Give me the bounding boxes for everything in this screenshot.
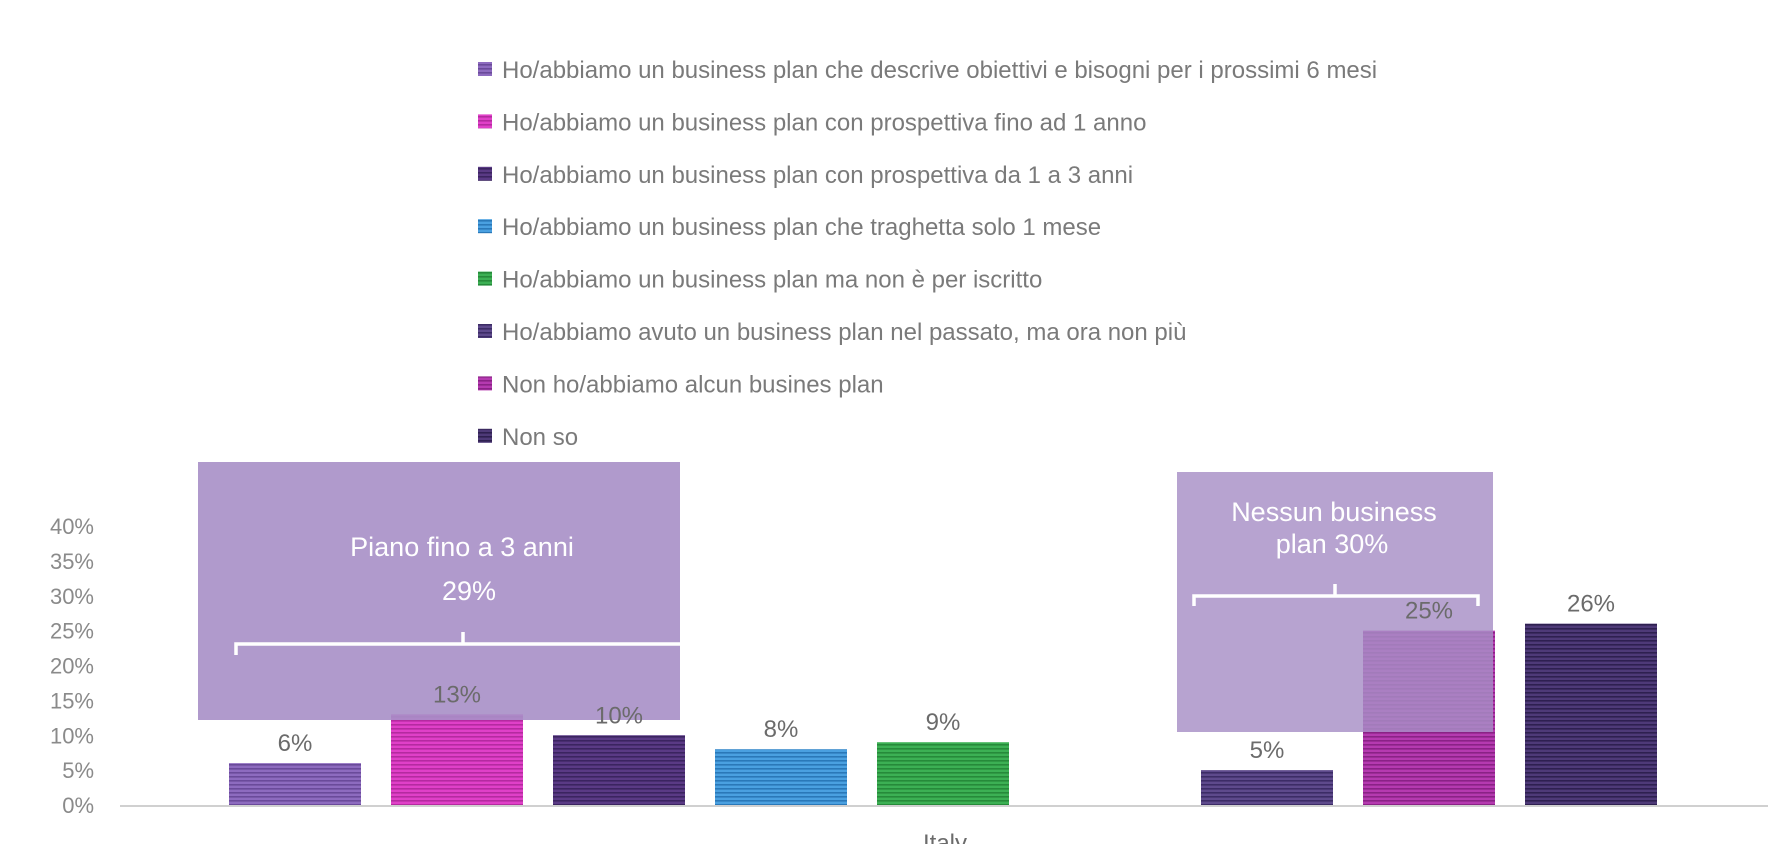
y-tick-label: 15% (50, 688, 94, 713)
y-tick-label: 30% (50, 584, 94, 609)
legend-swatch (478, 271, 492, 286)
y-axis: 0% 5% 10% 15% 20% 25% 30% 35% 40% (50, 514, 94, 818)
legend-item: Non ho/abbiamo alcun busines plan (478, 371, 884, 398)
bar (877, 742, 1009, 805)
bar (1525, 623, 1657, 805)
y-tick: 10% (50, 723, 94, 748)
y-tick-label: 20% (50, 654, 94, 679)
y-tick: 30% (50, 584, 94, 609)
callout-brace (234, 632, 680, 655)
legend-item: Ho/abbiamo un business plan ma non è per… (478, 267, 1042, 294)
legend-item: Ho/abbiamo avuto un business plan nel pa… (478, 319, 1186, 346)
callout-text: Nessun business (1231, 497, 1437, 527)
y-tick: 20% (50, 654, 94, 679)
y-tick-label: 35% (50, 549, 94, 574)
y-tick-label: 0% (62, 793, 94, 818)
y-tick: 0% (62, 793, 94, 818)
legend-swatch (478, 114, 492, 129)
bar (715, 749, 847, 805)
callouts: Piano fino a 3 anni 29% Nessun businesspla… (198, 462, 1493, 732)
y-tick-label: 10% (50, 723, 94, 748)
y-tick: 5% (62, 758, 94, 783)
y-tick-label: 25% (50, 619, 94, 644)
legend-label: Ho/abbiamo un business plan con prospett… (502, 109, 1146, 136)
legend-swatch (478, 166, 492, 181)
data-label: 6% (278, 730, 313, 757)
data-labels: 6% 13% 10% 8% 9% 5% 25% 26% (278, 591, 1615, 764)
legend-item: Ho/abbiamo un business plan che traghett… (478, 214, 1101, 241)
legend-label: Non so (502, 424, 578, 451)
legend-swatch (478, 376, 492, 391)
legend-item: Ho/abbiamo un business plan con prospett… (478, 162, 1133, 189)
y-tick-label: 40% (50, 514, 94, 539)
x-axis: Italy (120, 805, 1768, 844)
callout-text: 29% (442, 576, 496, 606)
legend-label: Ho/abbiamo un business plan che traghett… (502, 214, 1101, 241)
legend-item: Ho/abbiamo un business plan che descrive… (478, 57, 1377, 84)
legend: Ho/abbiamo un business plan che descrive… (478, 57, 1377, 451)
data-label: 10% (595, 702, 643, 729)
legend-swatch (478, 62, 492, 76)
callout-text: Piano fino a 3 anni (350, 532, 574, 562)
bar (391, 714, 523, 805)
callout-brace (1192, 584, 1480, 606)
legend-label: Ho/abbiamo un business plan che descrive… (502, 57, 1377, 84)
data-label: 8% (764, 716, 799, 743)
callout-box (198, 462, 680, 720)
callout-box (1177, 472, 1493, 732)
legend-item: Non so (478, 424, 578, 451)
legend-label: Ho/abbiamo avuto un business plan nel pa… (502, 319, 1186, 346)
callout-text: plan 30% (1276, 529, 1389, 559)
legend-item: Ho/abbiamo un business plan con prospett… (478, 109, 1146, 136)
y-tick: 15% (50, 688, 94, 713)
y-tick: 25% (50, 619, 94, 644)
bar (1201, 770, 1333, 805)
y-tick: 40% (50, 514, 94, 539)
legend-label: Non ho/abbiamo alcun busines plan (502, 371, 884, 398)
data-label: 9% (926, 709, 961, 736)
legend-label: Ho/abbiamo un business plan ma non è per… (502, 267, 1042, 294)
y-tick: 35% (50, 549, 94, 574)
data-label: 26% (1567, 591, 1615, 618)
data-label: 13% (433, 681, 481, 708)
x-tick-label: Italy (923, 830, 967, 844)
bar (553, 735, 685, 805)
legend-swatch (478, 219, 492, 234)
data-label: 25% (1405, 598, 1453, 625)
legend-swatch (478, 428, 492, 443)
legend-label: Ho/abbiamo un business plan con prospett… (502, 162, 1133, 189)
bar (229, 763, 361, 805)
legend-swatch (478, 324, 492, 338)
data-label: 5% (1250, 737, 1285, 764)
y-tick-label: 5% (62, 758, 94, 783)
